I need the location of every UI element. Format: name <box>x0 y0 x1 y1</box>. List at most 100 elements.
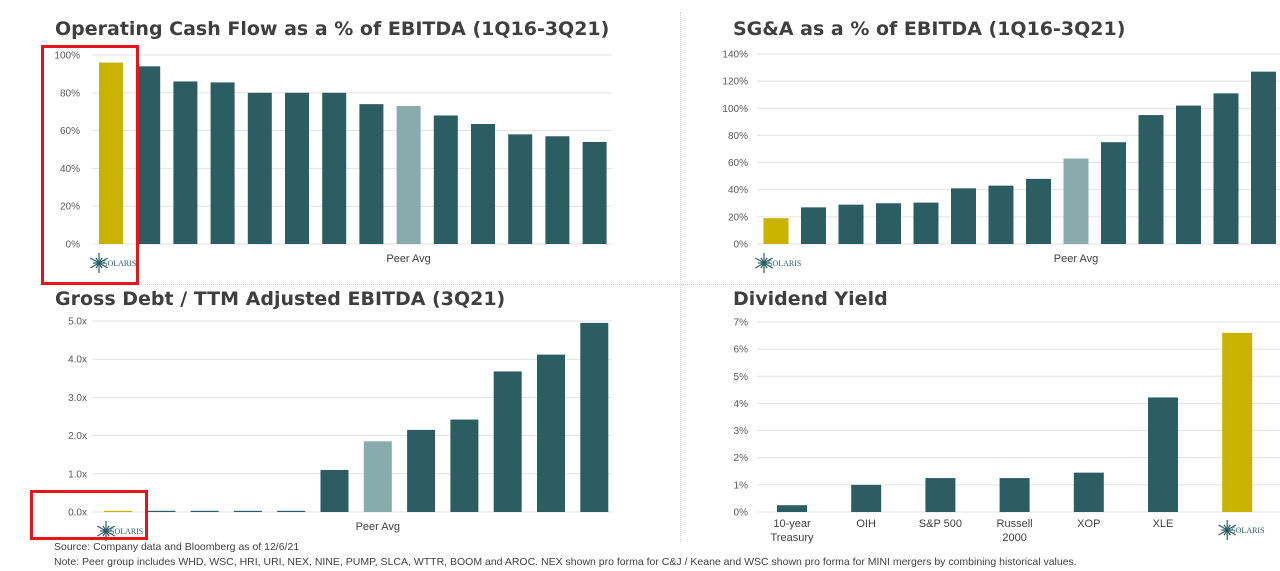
solaris-logo-sga: SOLARIS <box>755 253 801 273</box>
y-tick-sga: 0% <box>734 240 749 251</box>
category-label-yield: OIH <box>856 518 876 530</box>
y-tick-yield: 1% <box>734 480 749 491</box>
bar-ocf <box>582 141 607 244</box>
bar-debt <box>104 510 132 512</box>
y-tick-yield: 6% <box>734 345 749 356</box>
chart-title-ocf: Operating Cash Flow as a % of EBITDA (1Q… <box>55 18 610 40</box>
bar-ocf <box>359 104 384 244</box>
bar-sga <box>763 218 789 244</box>
chart-title-debt: Gross Debt / TTM Adjusted EBITDA (3Q21) <box>55 288 506 310</box>
solaris-logo-yield: SOLARIS <box>1218 520 1265 540</box>
quadrant-divider-vertical <box>680 12 681 542</box>
source-note: Source: Company data and Bloomberg as of… <box>54 541 300 553</box>
y-tick-yield: 0% <box>734 508 749 519</box>
y-tick-sga: 140% <box>722 50 748 61</box>
svg-text:SOLARIS: SOLARIS <box>768 259 801 268</box>
y-tick-debt: 0.0x <box>68 508 87 519</box>
bar-sga <box>876 203 901 244</box>
bar-ocf <box>136 66 161 244</box>
bar-sga <box>1251 71 1276 245</box>
bar-sga <box>1063 158 1089 244</box>
bar-yield <box>777 505 807 512</box>
chart-title-sga: SG&A as a % of EBITDA (1Q16-3Q21) <box>733 18 1126 40</box>
y-tick-debt: 1.0x <box>68 469 87 480</box>
solaris-logo-ocf: SOLARIS <box>90 253 136 273</box>
bar-ocf <box>247 92 272 244</box>
bar-debt <box>190 510 219 512</box>
bar-debt <box>277 510 306 512</box>
category-label-yield: XOP <box>1077 518 1100 530</box>
chart-title-yield: Dividend Yield <box>733 288 888 310</box>
y-tick-yield: 7% <box>734 318 749 329</box>
bar-sga <box>1213 93 1239 244</box>
bar-ocf <box>471 123 495 244</box>
quadrant-divider-horizontal <box>40 284 1280 285</box>
y-tick-ocf: 60% <box>60 126 80 137</box>
bar-sga <box>1026 178 1051 244</box>
bar-ocf <box>508 134 533 244</box>
bar-debt <box>407 429 436 512</box>
y-tick-sga: 80% <box>728 131 748 142</box>
highlight-box-debt <box>30 490 148 540</box>
category-label-debt: Peer Avg <box>356 521 400 533</box>
y-tick-yield: 5% <box>734 372 749 383</box>
bar-ocf <box>210 82 235 244</box>
y-tick-ocf: 40% <box>60 164 80 175</box>
y-tick-ocf: 0% <box>66 240 81 251</box>
bar-debt <box>363 441 392 512</box>
bar-sga <box>1138 115 1164 244</box>
y-tick-ocf: 100% <box>54 51 80 62</box>
bar-ocf <box>173 81 198 245</box>
y-tick-yield: 3% <box>734 426 749 437</box>
bar-sga <box>1101 142 1126 244</box>
bar-sga <box>801 207 826 244</box>
y-tick-ocf: 80% <box>60 88 80 99</box>
bar-debt <box>537 354 565 512</box>
bar-yield <box>1148 397 1178 512</box>
category-label-yield: Treasury <box>771 532 814 544</box>
y-tick-debt: 3.0x <box>68 393 87 404</box>
bar-sga <box>988 185 1014 244</box>
y-tick-sga: 20% <box>728 212 748 223</box>
bar-ocf <box>285 92 309 244</box>
category-label-yield: Russell <box>997 518 1033 530</box>
y-tick-debt: 2.0x <box>68 431 87 442</box>
bar-debt <box>580 322 609 512</box>
svg-text:SOLARIS: SOLARIS <box>1231 526 1264 535</box>
y-tick-sga: 100% <box>722 104 748 115</box>
category-label-sga: Peer Avg <box>1054 253 1098 265</box>
bar-debt <box>147 510 176 512</box>
bar-yield <box>1073 472 1104 512</box>
category-label-yield: 10-year <box>773 518 811 530</box>
y-tick-sga: 40% <box>728 185 748 196</box>
bar-sga <box>1176 105 1201 244</box>
bar-ocf <box>545 136 570 244</box>
bar-yield <box>999 478 1030 512</box>
y-tick-yield: 4% <box>734 399 749 410</box>
category-label-yield: 2000 <box>1002 532 1026 544</box>
category-label-ocf: Peer Avg <box>386 253 430 265</box>
bar-debt <box>493 371 522 512</box>
bar-sga <box>913 202 939 244</box>
bar-ocf <box>433 115 458 244</box>
bar-ocf <box>396 106 421 244</box>
bar-yield <box>1222 332 1253 512</box>
peer-group-note: Note: Peer group includes WHD, WSC, HRI,… <box>54 556 1077 568</box>
category-label-yield: S&P 500 <box>919 518 962 530</box>
bar-ocf <box>99 62 123 245</box>
bar-sga <box>951 188 976 244</box>
bar-sga <box>838 204 864 244</box>
bar-debt <box>450 419 479 512</box>
bar-ocf <box>322 92 347 244</box>
svg-text:SOLARIS: SOLARIS <box>103 259 136 268</box>
svg-text:SOLARIS: SOLARIS <box>110 527 143 536</box>
bar-yield <box>851 484 882 512</box>
y-tick-ocf: 20% <box>60 202 80 213</box>
highlight-box-ocf <box>41 45 139 285</box>
y-tick-sga: 120% <box>722 77 748 88</box>
bar-debt <box>233 510 262 512</box>
y-tick-sga: 60% <box>728 158 748 169</box>
y-tick-debt: 5.0x <box>68 317 87 328</box>
bar-debt <box>320 469 349 512</box>
